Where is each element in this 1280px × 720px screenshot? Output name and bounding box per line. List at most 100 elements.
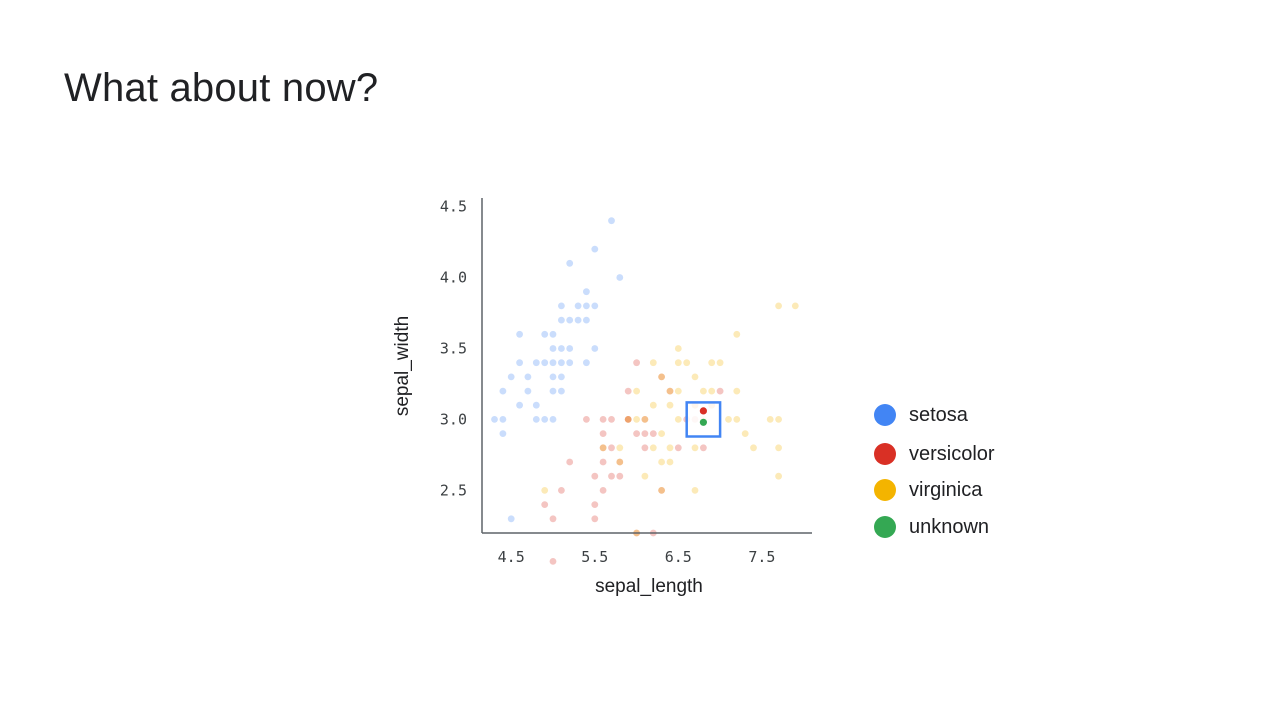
data-point-virginica [666, 458, 674, 466]
data-point-setosa [566, 259, 574, 267]
data-point-virginica [716, 359, 724, 367]
data-point-versicolor [716, 387, 724, 395]
x-axis-title: sepal_length [595, 576, 703, 597]
data-point-versicolor [599, 416, 607, 423]
data-point-virginica [633, 416, 640, 423]
data-point-versicolor [666, 387, 674, 395]
data-point-setosa [499, 430, 507, 437]
data-point-setosa [491, 416, 498, 423]
y-axis-title: sepal_width [392, 316, 413, 416]
data-point-versicolor [599, 430, 607, 437]
legend-swatch [874, 479, 896, 501]
data-point-versicolor [674, 444, 682, 452]
data-point-versicolor [608, 472, 615, 480]
data-point-virginica [658, 458, 665, 466]
data-point-virginica [733, 330, 741, 338]
x-tick-label: 4.5 [498, 548, 525, 566]
data-point-versicolor [633, 359, 640, 367]
data-point-virginica [649, 359, 657, 367]
data-point-setosa [566, 359, 574, 367]
legend-item-unknown: unknown [874, 513, 989, 541]
data-point-setosa [616, 274, 624, 281]
data-point-virginica [691, 487, 699, 494]
data-point-setosa [549, 345, 557, 352]
data-point-setosa [499, 387, 507, 395]
legend-label: virginica [909, 478, 983, 501]
y-tick-label: 3.5 [440, 340, 467, 358]
data-point-setosa [583, 359, 590, 367]
data-point-versicolor [599, 487, 607, 494]
data-point-virginica [725, 416, 732, 423]
data-point-setosa [566, 316, 574, 324]
data-point-virginica [658, 373, 665, 381]
data-point-setosa [558, 373, 565, 381]
data-point-setosa [524, 373, 532, 381]
data-point-versicolor [549, 515, 557, 523]
data-point-virginica [775, 302, 782, 310]
data-point-versicolor [658, 373, 665, 381]
data-point-setosa [532, 359, 540, 367]
data-point-versicolor [599, 444, 607, 452]
legend-label: setosa [909, 403, 968, 426]
data-point-versicolor [641, 416, 649, 423]
data-point-virginica [741, 430, 749, 437]
data-point-virginica [641, 416, 649, 423]
data-point-versicolor [641, 430, 649, 437]
data-point-setosa [516, 359, 523, 367]
data-point-setosa [541, 416, 549, 423]
data-point-setosa [541, 359, 549, 367]
data-point-setosa [549, 373, 557, 381]
legend-swatch [874, 443, 896, 465]
data-point-virginica [616, 458, 624, 466]
legend-swatch [874, 516, 896, 538]
data-point-setosa [524, 387, 532, 395]
data-point-virginica [641, 472, 649, 480]
data-point-setosa [558, 316, 565, 324]
axes-layer [481, 198, 812, 534]
data-point-setosa [566, 345, 574, 352]
data-point-unknown [699, 418, 708, 426]
data-point-virginica [666, 401, 674, 409]
data-point-setosa [583, 316, 590, 324]
data-point-versicolor [699, 407, 708, 415]
highlight-layer [685, 401, 722, 438]
data-point-virginica [624, 416, 632, 423]
data-point-setosa [532, 416, 540, 423]
data-point-versicolor [608, 416, 615, 423]
data-point-virginica [658, 430, 665, 437]
data-point-setosa [574, 316, 582, 324]
data-point-setosa [516, 330, 523, 338]
slide-title: What about now? [64, 66, 379, 110]
data-point-virginica [616, 444, 624, 452]
data-point-virginica [658, 487, 665, 494]
points-layer [491, 217, 799, 565]
x-tick-label: 6.5 [665, 548, 692, 566]
data-point-versicolor [624, 416, 632, 423]
data-point-versicolor [549, 558, 557, 565]
x-tick-label: 5.5 [581, 548, 608, 566]
data-point-virginica [708, 387, 716, 395]
data-point-virginica [691, 444, 699, 452]
data-point-setosa [574, 302, 582, 310]
data-point-virginica [766, 416, 774, 423]
legend-item-virginica: virginica [874, 476, 982, 504]
data-point-setosa [558, 387, 565, 395]
data-point-versicolor [616, 472, 624, 480]
data-point-setosa [516, 401, 523, 409]
data-point-virginica [674, 345, 682, 352]
data-point-virginica [666, 444, 674, 452]
data-point-virginica [791, 302, 799, 310]
data-point-virginica [708, 359, 716, 367]
data-point-versicolor [558, 487, 565, 494]
legend-label: unknown [909, 515, 990, 538]
data-point-setosa [507, 515, 515, 523]
data-point-versicolor [599, 458, 607, 466]
data-point-virginica [541, 487, 549, 494]
data-point-versicolor [616, 458, 624, 466]
data-point-virginica [775, 416, 782, 423]
data-point-virginica [649, 444, 657, 452]
legend-item-versicolor: versicolor [874, 440, 995, 468]
data-point-virginica [733, 387, 741, 395]
data-point-virginica [674, 359, 682, 367]
